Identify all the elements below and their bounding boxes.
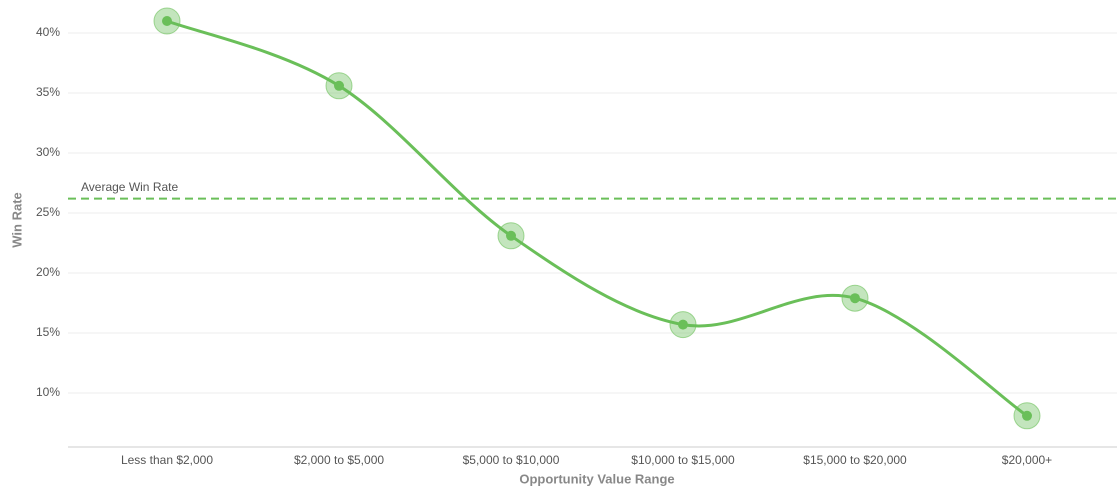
series-line <box>166 19 1028 418</box>
x-axis-title: Opportunity Value Range <box>519 471 674 486</box>
point <box>850 293 860 304</box>
point <box>1022 410 1032 421</box>
x-tick-label: $10,000 to $15,000 <box>631 453 735 467</box>
x-tick-label: $15,000 to $20,000 <box>803 453 907 467</box>
y-axis-title: Win Rate <box>9 192 24 248</box>
y-tick-label: 30% <box>36 145 60 159</box>
y-tick-label: 15% <box>36 325 60 339</box>
y-tick-label: 40% <box>36 25 60 39</box>
x-tick-label: Less than $2,000 <box>121 453 213 467</box>
point <box>678 319 688 330</box>
y-tick-label: 25% <box>36 205 60 219</box>
y-tick-label: 20% <box>36 265 60 279</box>
y-tick-label: 35% <box>36 85 60 99</box>
point <box>506 230 516 241</box>
point <box>162 16 172 26</box>
point <box>334 80 344 91</box>
x-tick-label: $20,000+ <box>1002 453 1052 467</box>
x-tick-label: $2,000 to $5,000 <box>294 453 384 467</box>
average-label: Average Win Rate <box>81 180 178 194</box>
y-tick-label: 10% <box>36 385 60 399</box>
x-tick-label: $5,000 to $10,000 <box>463 453 560 467</box>
